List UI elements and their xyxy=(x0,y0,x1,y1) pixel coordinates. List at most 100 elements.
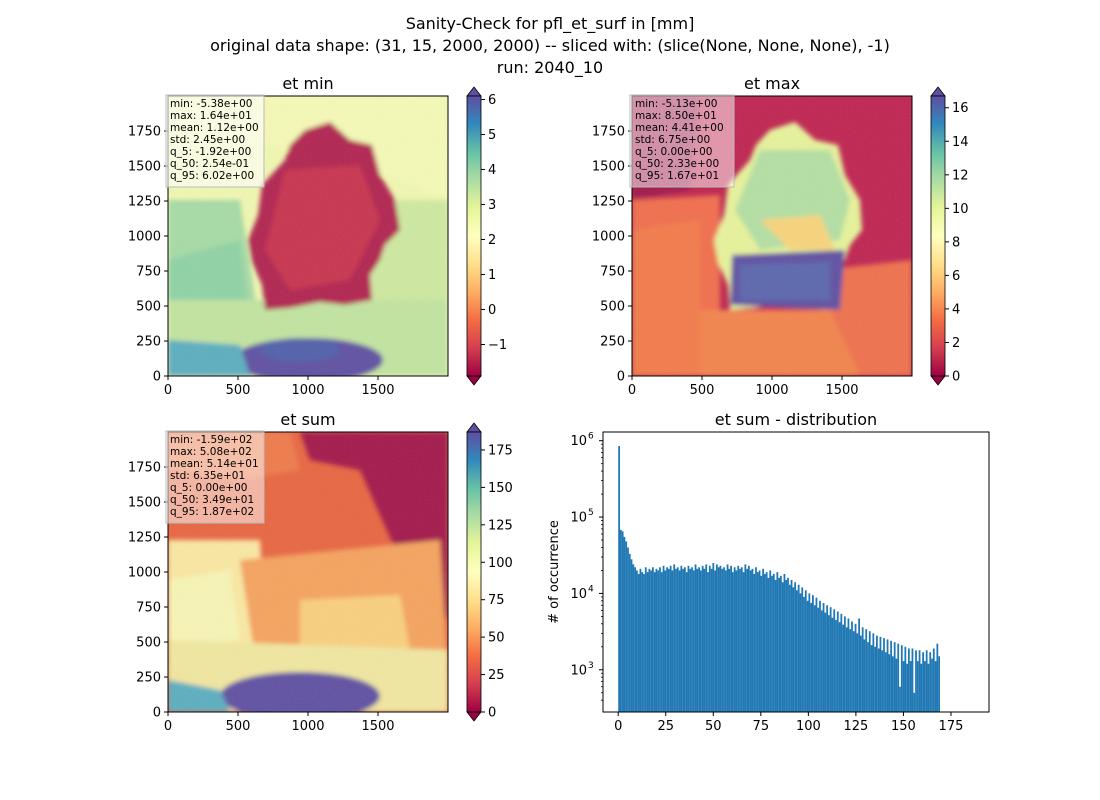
stat-line: q_95: 1.67e+01 xyxy=(635,170,719,182)
histogram-bar xyxy=(630,559,633,712)
y-tick-exponent: 5 xyxy=(588,508,594,518)
histogram-bar xyxy=(717,567,720,712)
histogram-bar xyxy=(847,618,850,712)
y-tick-label: 500 xyxy=(136,300,161,315)
y-tick-label: 10 xyxy=(570,434,587,449)
histogram-bar xyxy=(865,629,868,712)
y-tick-label: 500 xyxy=(600,300,625,315)
histogram-bar xyxy=(790,579,793,712)
histogram-bar xyxy=(744,564,747,712)
histogram-bar xyxy=(803,596,805,712)
colorbar-extend-top xyxy=(930,86,946,97)
y-tick-label: 1250 xyxy=(128,531,161,546)
histogram-bar xyxy=(904,646,907,712)
et-max-xticks: 0 500 1000 1500 xyxy=(628,376,859,398)
x-tick-label: 500 xyxy=(690,383,715,398)
x-tick-label: 0 xyxy=(614,719,622,734)
histogram-bar xyxy=(641,572,644,712)
y-tick-label: 1500 xyxy=(592,160,625,175)
histogram-bar xyxy=(852,631,855,712)
histogram-bar xyxy=(820,610,823,712)
histogram-ylabel: # of occurrence xyxy=(547,520,562,624)
histogram-bar xyxy=(682,568,684,712)
histogram-bar xyxy=(651,567,654,712)
stat-line: mean: 1.12e+00 xyxy=(170,122,259,134)
et-min-colorbar: −1 0 1 2 3 4 5 6 xyxy=(466,86,507,386)
histogram-bar xyxy=(731,572,734,712)
et-max-title: et max xyxy=(744,74,800,93)
et-min-image xyxy=(168,96,448,376)
histogram-bar xyxy=(838,622,841,712)
stat-line: std: 6.75e+00 xyxy=(635,134,710,146)
histogram-bar xyxy=(705,564,708,712)
histogram-bar xyxy=(920,663,923,712)
histogram-bar xyxy=(915,650,917,712)
stat-line: max: 5.08e+02 xyxy=(170,446,252,458)
histogram-bar xyxy=(892,656,894,712)
histogram-bar xyxy=(643,573,645,712)
histogram-bar xyxy=(728,568,731,712)
histogram-bar xyxy=(787,577,789,712)
stat-line: max: 1.64e+01 xyxy=(170,110,252,122)
histogram-bar xyxy=(671,570,674,712)
colorbar-ramp xyxy=(466,431,482,713)
histogram-bar xyxy=(742,572,745,712)
histogram-bar xyxy=(755,567,757,712)
y-tick-label: 1250 xyxy=(592,195,625,210)
histogram-bar xyxy=(881,650,884,712)
y-tick-label: 500 xyxy=(136,636,161,651)
panel-et-sum-distribution: et sum - distribution 0 25 50 75 100 125 150 17… xyxy=(547,410,990,734)
et-sum-stats-box: min: -1.59e+02 max: 5.08e+02 mean: 5.14e… xyxy=(165,430,265,524)
histogram-bar xyxy=(870,645,873,712)
histogram-bar xyxy=(740,567,743,712)
et-min-title: et min xyxy=(282,74,333,93)
histogram-bar xyxy=(801,587,804,712)
stat-line: q_50: 2.33e+00 xyxy=(635,158,719,170)
y-tick-label: 1500 xyxy=(128,496,161,511)
colorbar-tick-label: 125 xyxy=(488,518,513,533)
colorbar-tick-label: 12 xyxy=(952,168,969,183)
histogram-bar xyxy=(812,595,814,712)
histogram-bar xyxy=(699,570,702,712)
colorbar-tick-label: 50 xyxy=(488,631,505,646)
histogram-bar xyxy=(623,536,626,712)
histogram-bar xyxy=(721,568,724,712)
histogram-bar xyxy=(886,639,889,712)
x-tick-label: 0 xyxy=(164,383,172,398)
x-tick-label: 175 xyxy=(939,719,964,734)
histogram-bar xyxy=(758,570,761,712)
panel-et-sum: et sum 0 500 1000 1500 02505007501000125015… xyxy=(128,410,513,734)
histogram-bar xyxy=(815,597,818,712)
histogram-bar xyxy=(925,650,928,712)
y-tick-label: 1750 xyxy=(128,125,161,140)
histogram-bar xyxy=(817,607,820,712)
histogram-bar xyxy=(877,648,880,712)
histogram-bar xyxy=(765,572,768,712)
stat-line: std: 6.35e+01 xyxy=(170,470,245,482)
histogram-bar xyxy=(746,568,748,712)
histogram-bar xyxy=(726,564,729,712)
histogram-bar xyxy=(792,587,795,712)
histogram-bar xyxy=(906,663,909,712)
histogram-bar xyxy=(664,570,667,712)
histogram-bar xyxy=(724,570,727,712)
stat-line: min: -1.59e+02 xyxy=(170,434,252,446)
histogram-bar xyxy=(778,577,780,712)
et-sum-image xyxy=(168,432,448,712)
histogram-bar xyxy=(669,565,672,712)
histogram-bar xyxy=(835,619,837,712)
histogram-bar xyxy=(913,692,916,712)
histogram-bar xyxy=(696,568,699,712)
histogram-bar xyxy=(703,568,706,712)
histogram-bar xyxy=(767,577,770,712)
histogram-bar xyxy=(813,605,816,712)
histogram-bar xyxy=(897,643,900,712)
histogram-bar xyxy=(876,635,878,712)
histogram-bar xyxy=(868,631,871,712)
stat-line: q_5: -1.92e+00 xyxy=(170,146,251,158)
histogram-title: et sum - distribution xyxy=(715,410,877,429)
histogram-bar xyxy=(829,607,832,712)
y-tick-exponent: 3 xyxy=(588,661,594,671)
histogram-bar xyxy=(675,568,677,712)
histogram-bar xyxy=(756,572,759,712)
